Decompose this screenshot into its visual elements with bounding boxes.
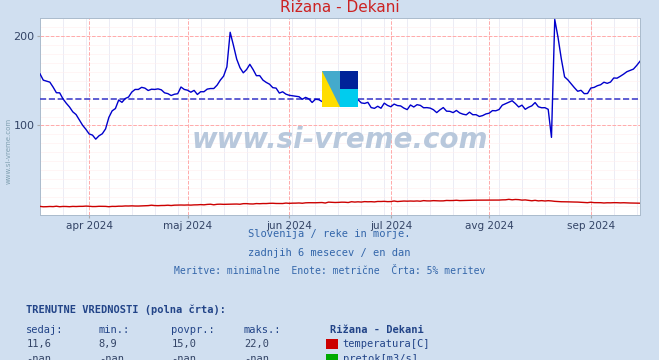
Text: 11,6: 11,6 — [26, 339, 51, 350]
Text: -nan: -nan — [244, 354, 269, 360]
Text: pretok[m3/s]: pretok[m3/s] — [343, 354, 418, 360]
Text: 8,9: 8,9 — [99, 339, 117, 350]
Text: sedaj:: sedaj: — [26, 325, 64, 335]
Text: Rižana - Dekani: Rižana - Dekani — [330, 325, 423, 335]
Text: Meritve: minimalne  Enote: metrične  Črta: 5% meritev: Meritve: minimalne Enote: metrične Črta:… — [174, 266, 485, 276]
Bar — [322, 71, 340, 107]
Bar — [340, 89, 358, 107]
Text: -nan: -nan — [26, 354, 51, 360]
Text: temperatura[C]: temperatura[C] — [343, 339, 430, 350]
Text: min.:: min.: — [99, 325, 130, 335]
Text: 15,0: 15,0 — [171, 339, 196, 350]
Text: www.si-vreme.com: www.si-vreme.com — [5, 118, 12, 184]
Bar — [340, 71, 358, 89]
Text: www.si-vreme.com: www.si-vreme.com — [192, 126, 488, 154]
Text: maks.:: maks.: — [244, 325, 281, 335]
Text: 22,0: 22,0 — [244, 339, 269, 350]
Title: Rižana - Dekani: Rižana - Dekani — [280, 0, 400, 15]
Text: Slovenija / reke in morje.: Slovenija / reke in morje. — [248, 229, 411, 239]
Text: zadnjih 6 mesecev / en dan: zadnjih 6 mesecev / en dan — [248, 248, 411, 258]
Text: -nan: -nan — [171, 354, 196, 360]
Text: -nan: -nan — [99, 354, 124, 360]
Polygon shape — [322, 71, 340, 107]
Text: TRENUTNE VREDNOSTI (polna črta):: TRENUTNE VREDNOSTI (polna črta): — [26, 305, 226, 315]
Text: povpr.:: povpr.: — [171, 325, 215, 335]
